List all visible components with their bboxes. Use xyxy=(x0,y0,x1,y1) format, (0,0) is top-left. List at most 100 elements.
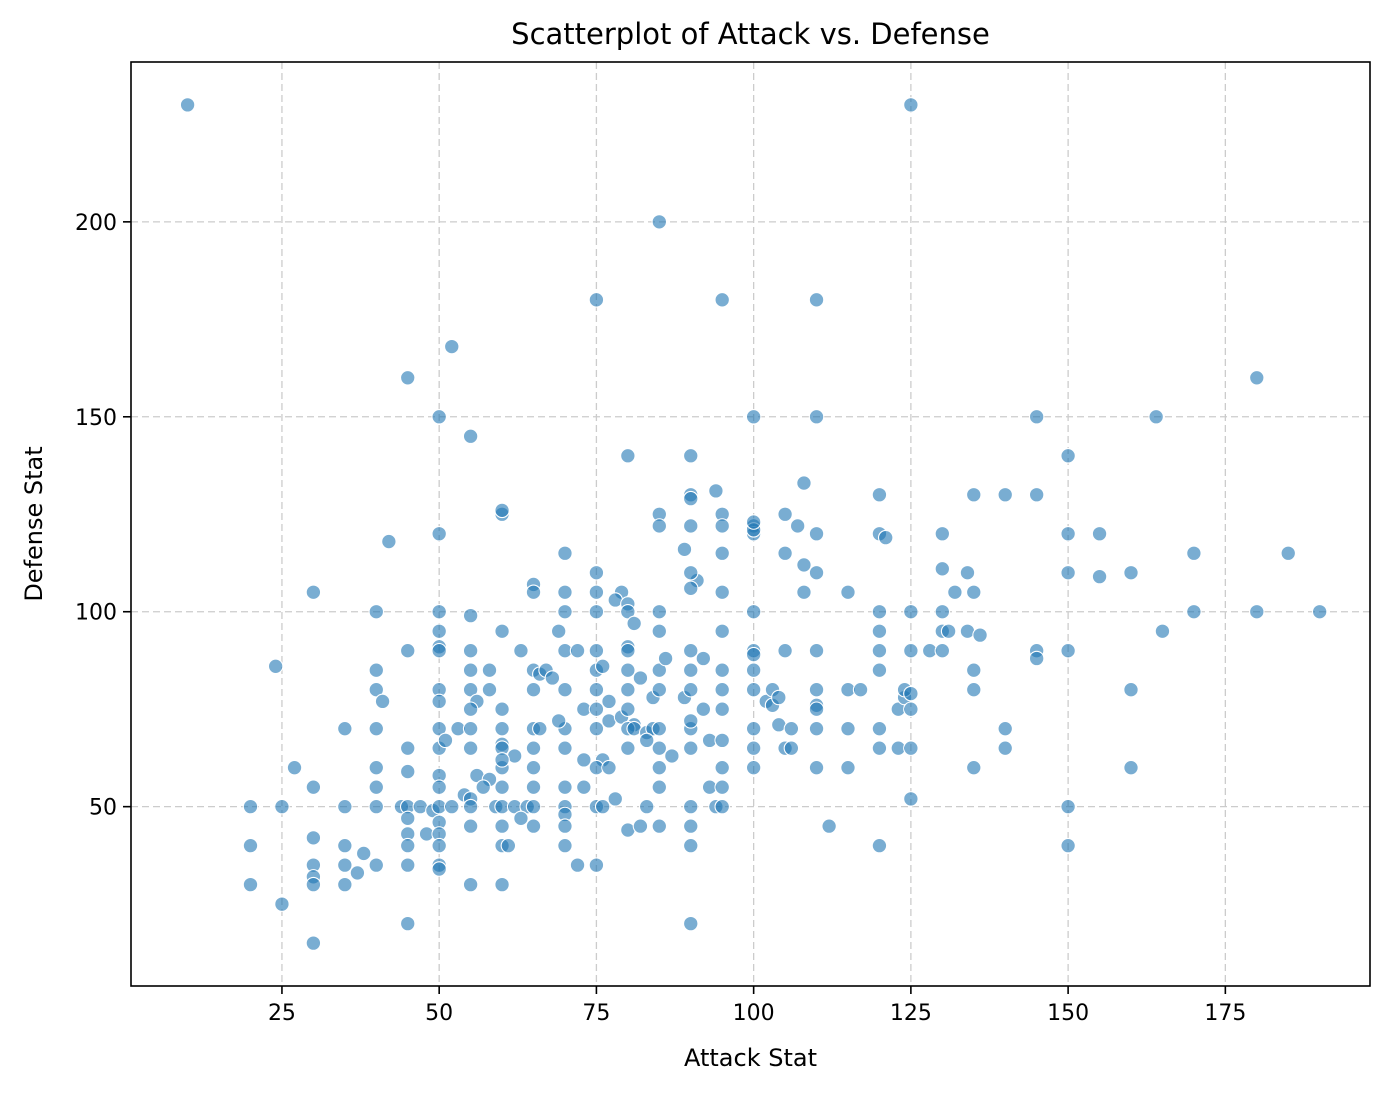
scatter-point xyxy=(651,720,668,737)
scatter-point xyxy=(714,759,730,776)
x-tick-label: 125 xyxy=(890,1001,932,1026)
scatter-point xyxy=(368,662,385,678)
scatter-point xyxy=(745,759,762,776)
scatter-point xyxy=(494,779,510,795)
scatter-point xyxy=(557,603,573,620)
scatter-point xyxy=(494,701,510,717)
scatter-point xyxy=(620,740,636,756)
scatter-point xyxy=(550,623,567,639)
scatter-point xyxy=(462,798,479,815)
scatter-point xyxy=(997,720,1013,737)
scatter-point xyxy=(903,603,919,620)
scatter-point xyxy=(789,518,806,534)
scatter-point xyxy=(676,541,693,558)
scatter-point xyxy=(714,681,730,698)
scatter-point xyxy=(783,740,800,756)
scatter-point xyxy=(683,490,699,507)
scatter-point xyxy=(966,759,982,776)
x-tick-label: 150 xyxy=(1047,1001,1089,1026)
scatter-point xyxy=(607,791,624,807)
scatter-point xyxy=(871,603,888,620)
scatter-point xyxy=(399,370,416,386)
scatter-point xyxy=(462,662,479,678)
scatter-point xyxy=(683,740,699,756)
scatter-point xyxy=(1154,623,1171,639)
scatter-point xyxy=(399,810,416,827)
scatter-point xyxy=(1091,568,1108,585)
scatter-point xyxy=(796,475,812,491)
scatter-point xyxy=(179,97,196,113)
scatter-point xyxy=(651,759,668,776)
scatter-point xyxy=(966,487,982,503)
scatter-point xyxy=(431,693,447,710)
scatter-point xyxy=(374,693,391,710)
scatter-point xyxy=(683,518,699,534)
scatter-point xyxy=(664,748,680,764)
scatter-point xyxy=(903,685,919,702)
scatter-point xyxy=(651,623,668,639)
scatter-point xyxy=(588,857,605,873)
scatter-point xyxy=(525,779,542,795)
scatter-point xyxy=(588,701,605,717)
scatter-point xyxy=(337,837,353,854)
scatter-point xyxy=(783,720,800,737)
scatter-point xyxy=(431,623,447,639)
scatter-point xyxy=(525,584,542,600)
scatter-point xyxy=(1028,650,1045,667)
x-tick-label: 175 xyxy=(1204,1001,1246,1026)
scatter-point xyxy=(305,830,322,846)
x-tick-label: 25 xyxy=(268,1001,296,1026)
scatter-point xyxy=(594,798,611,815)
scatter-point xyxy=(871,740,888,756)
scatter-point xyxy=(462,642,479,659)
y-tick-label: 200 xyxy=(75,211,117,236)
scatter-point xyxy=(525,681,542,698)
scatter-point xyxy=(399,642,416,659)
scatter-point xyxy=(274,798,290,815)
scatter-point xyxy=(683,818,699,834)
scatter-point xyxy=(745,409,762,425)
scatter-point xyxy=(714,779,730,795)
scatter-point xyxy=(777,545,793,561)
scatter-point xyxy=(399,837,416,854)
scatter-point xyxy=(714,584,730,600)
scatter-point xyxy=(1249,370,1265,386)
scatter-point xyxy=(796,557,812,573)
scatter-point xyxy=(714,518,730,534)
scatter-point xyxy=(620,448,636,464)
scatter-point xyxy=(651,603,668,620)
scatter-point xyxy=(871,662,888,678)
scatter-point xyxy=(632,670,649,686)
scatter-point xyxy=(588,584,605,600)
scatter-point xyxy=(286,759,303,776)
scatter-point xyxy=(399,915,416,932)
scatter-point xyxy=(1028,409,1045,425)
scatter-point xyxy=(462,428,479,445)
scatter-point xyxy=(808,409,825,425)
scatter-point xyxy=(557,545,573,561)
scatter-point xyxy=(557,837,573,854)
scatter-point xyxy=(714,798,730,815)
scatter-point xyxy=(576,779,592,795)
scatter-point xyxy=(903,791,919,807)
scatter-point xyxy=(525,818,542,834)
scatter-point xyxy=(808,564,825,581)
scatter-point xyxy=(1060,837,1076,854)
scatter-point xyxy=(714,732,730,749)
scatter-point xyxy=(840,759,856,776)
scatter-point xyxy=(657,650,674,667)
scatter-point xyxy=(557,740,573,756)
y-tick-label: 150 xyxy=(75,406,117,431)
scatter-point xyxy=(821,818,837,834)
scatter-point xyxy=(557,584,573,600)
scatter-point xyxy=(934,642,951,659)
scatter-point xyxy=(462,740,479,756)
scatter-point xyxy=(1280,545,1296,561)
scatter-point xyxy=(431,603,447,620)
scatter-point xyxy=(959,564,976,581)
scatter-point xyxy=(695,650,712,667)
scatter-point xyxy=(808,292,825,308)
y-axis-label: Defense Stat xyxy=(20,446,48,601)
scatter-point xyxy=(620,701,636,717)
